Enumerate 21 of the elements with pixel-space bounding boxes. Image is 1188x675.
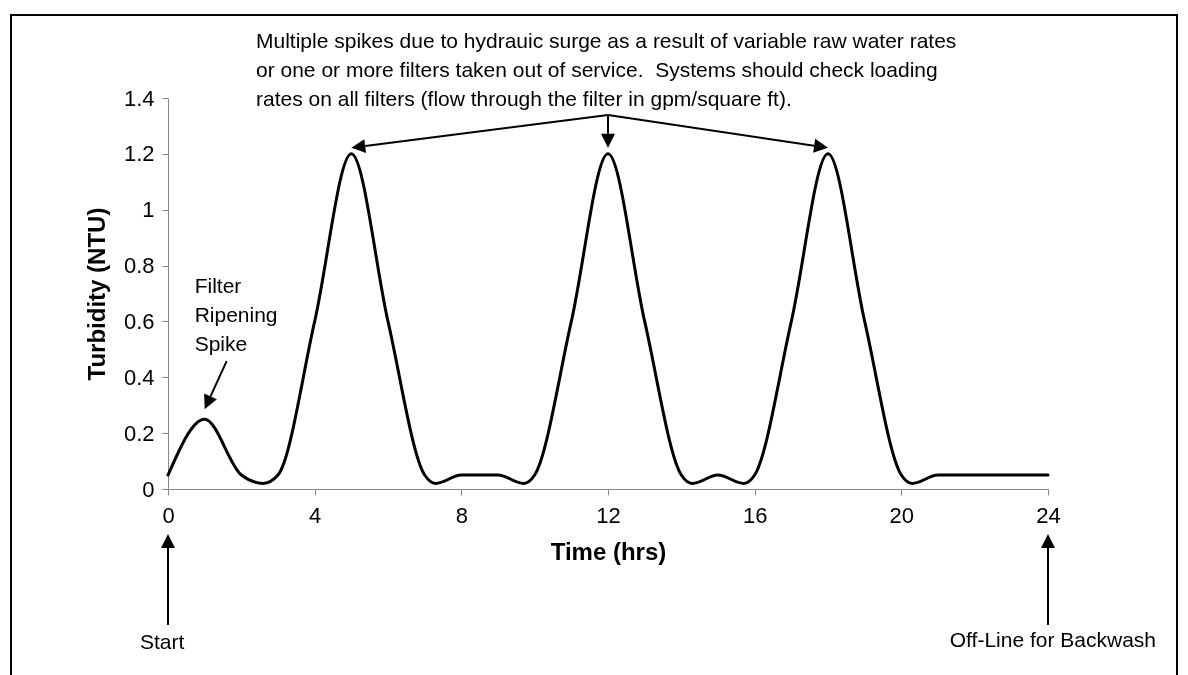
- x-tick-label: 16: [742, 502, 768, 528]
- annotation: Filter Ripening Spike: [194, 273, 279, 358]
- x-axis-title: Time (hrs): [550, 537, 667, 565]
- y-tick-label: 0.6: [123, 308, 155, 334]
- x-tick-label: 8: [455, 502, 468, 528]
- x-tick-label: 4: [309, 502, 322, 528]
- text: Start: [140, 629, 185, 655]
- y-tick-label: 0.4: [123, 364, 155, 390]
- x-tick-label: 24: [1036, 502, 1061, 528]
- y-tick-label: 1: [142, 197, 155, 223]
- x-tick-label: 0: [162, 502, 175, 528]
- y-tick-label: 0.8: [123, 253, 155, 279]
- x-tick-label: 12: [596, 502, 621, 528]
- y-axis-title: Turbidity (NTU): [82, 207, 110, 381]
- y-tick-label: 1.2: [123, 141, 155, 167]
- x-tick-label: 20: [889, 502, 915, 528]
- y-tick-label: 0: [142, 476, 155, 502]
- y-tick-label: 1.4: [123, 85, 155, 111]
- y-tick-label: 0.2: [123, 420, 155, 446]
- text: Off-Line for Backwash: [949, 627, 1156, 653]
- annotation: Multiple spikes due to hydrauic surge as a result of variable raw water rates or one or more filters taken out of service. Systems should check loading rates on all filters (flow through the filter in gpm/square ft).: [256, 28, 958, 112]
